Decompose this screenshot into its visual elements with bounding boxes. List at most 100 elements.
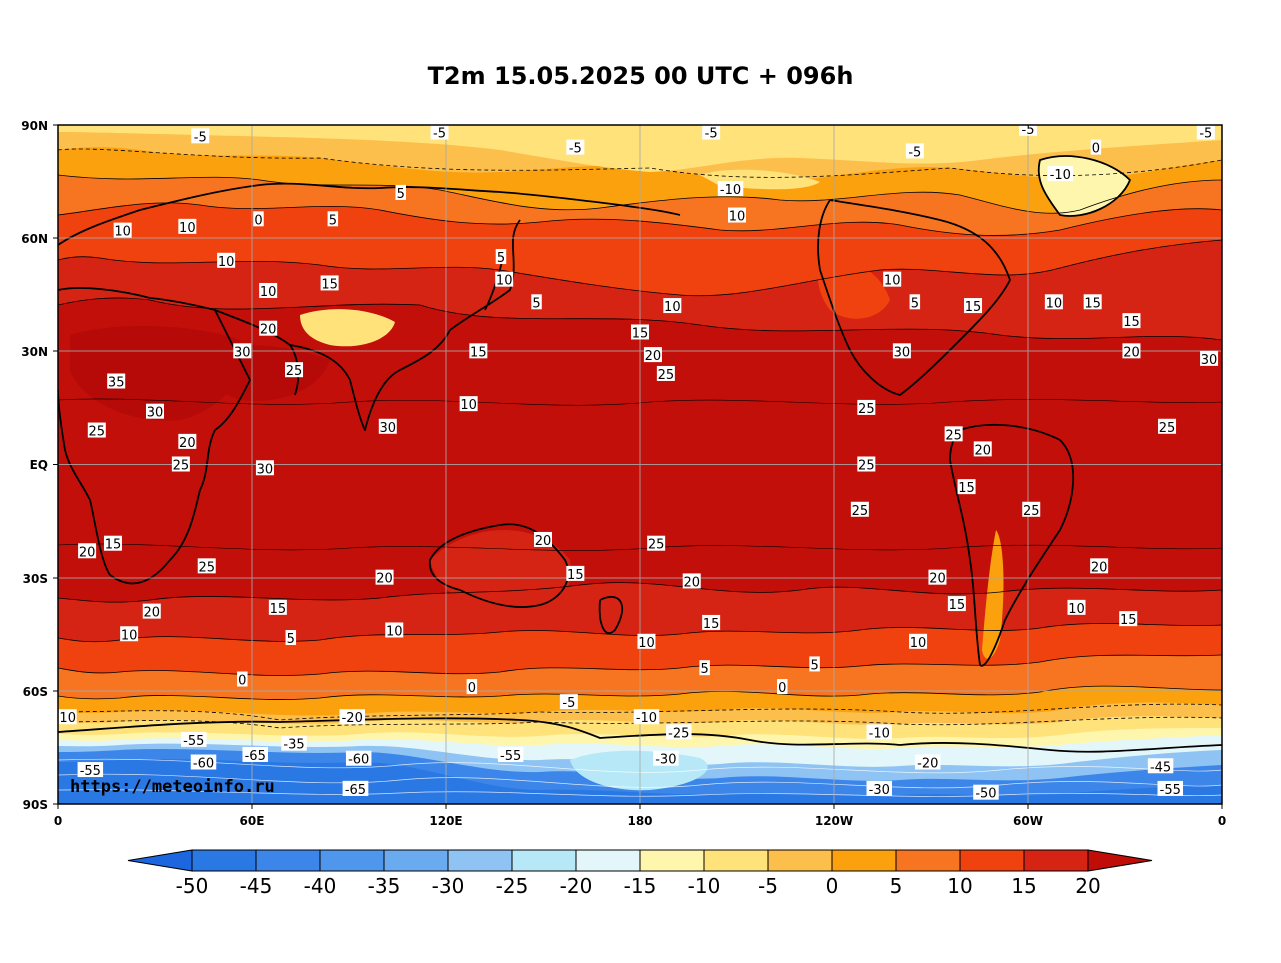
- contour-value-label: 5: [909, 294, 921, 311]
- contour-value-label: -60: [345, 750, 372, 768]
- watermark: https://meteoinfo.ru: [70, 777, 275, 797]
- colorbar-segment: [447, 849, 513, 872]
- contour-value-label: 0: [253, 211, 264, 228]
- svg-text:-5: -5: [1199, 127, 1212, 142]
- svg-text:-30: -30: [655, 753, 676, 768]
- contour-value-label: -10: [717, 181, 744, 198]
- svg-text:25: 25: [852, 504, 869, 519]
- svg-text:-5: -5: [194, 130, 207, 145]
- svg-text:0: 0: [238, 674, 246, 689]
- contour-value-label: -35: [281, 735, 307, 753]
- svg-text:0: 0: [778, 681, 786, 696]
- contour-value-label: 10: [217, 252, 236, 270]
- svg-text:0: 0: [254, 213, 262, 228]
- svg-text:30: 30: [380, 421, 397, 436]
- coast-south-america: [949, 423, 1075, 667]
- contour-value-label: 5: [285, 630, 297, 647]
- colorbar-tick-label: -5: [758, 874, 778, 898]
- contour-value-label: 0: [1090, 139, 1102, 157]
- contour-value-label: 10: [883, 271, 902, 289]
- colorbar-segment: [703, 849, 769, 872]
- svg-text:15: 15: [567, 568, 584, 583]
- svg-text:15: 15: [270, 602, 287, 617]
- svg-text:5: 5: [287, 632, 295, 647]
- svg-text:-65: -65: [345, 783, 366, 798]
- contour-value-label: 20: [142, 603, 161, 621]
- contour-value-label: -5: [191, 128, 210, 145]
- contour-value-label: 10: [1044, 294, 1063, 311]
- svg-text:-5: -5: [562, 696, 575, 711]
- contour-value-label: -25: [666, 724, 692, 741]
- colorbar-segment: [255, 849, 321, 872]
- contour-value-label: 25: [850, 501, 869, 519]
- svg-text:25: 25: [648, 538, 665, 553]
- contour-value-label: 20: [1122, 343, 1141, 360]
- y-tick-label: 30S: [23, 572, 48, 586]
- colorbar-segment: [383, 849, 449, 872]
- colorbar-tick-label: 10: [947, 874, 972, 898]
- contour-value-label: 0: [466, 679, 478, 696]
- contour-value-label: 15: [1083, 294, 1102, 311]
- contour-value-label: 20: [682, 573, 701, 590]
- contour-value-label: -50: [973, 784, 999, 802]
- svg-text:30: 30: [894, 345, 911, 360]
- colorbar-tick-label: -15: [624, 874, 657, 898]
- contour-value-label: 15: [103, 535, 122, 553]
- contour-value-label: -5: [566, 139, 585, 157]
- svg-text:30: 30: [1201, 353, 1218, 368]
- contour-value-label: 15: [1119, 611, 1138, 628]
- svg-text:10: 10: [460, 398, 477, 413]
- y-tick-label: 90N: [21, 119, 48, 133]
- contour-value-label: 20: [178, 433, 197, 451]
- contour-value-label: 10: [728, 207, 746, 225]
- svg-text:-50: -50: [975, 787, 996, 802]
- contour-value-label: 10: [459, 396, 478, 413]
- colorbar-segment: [575, 849, 641, 872]
- svg-text:-5: -5: [433, 127, 446, 142]
- contour-value-label: 25: [944, 426, 963, 443]
- contour-value-label: -5: [1019, 125, 1037, 138]
- y-tick-label: 90S: [23, 798, 48, 812]
- svg-text:20: 20: [79, 545, 96, 560]
- contour-value-label: 30: [146, 403, 164, 421]
- svg-text:5: 5: [810, 658, 818, 673]
- contour-labels: -5-505-5-5-5-5-5-10-10101015202530353025…: [58, 125, 1219, 802]
- svg-text:10: 10: [179, 221, 196, 236]
- contour-value-label: -10: [1047, 166, 1074, 183]
- x-tick-label: 60E: [240, 814, 265, 828]
- svg-text:20: 20: [1123, 345, 1140, 360]
- contour-value-label: 5: [395, 184, 406, 202]
- svg-text:20: 20: [260, 323, 277, 338]
- contour-value-label: 10: [178, 218, 197, 236]
- svg-text:10: 10: [1068, 602, 1085, 617]
- svg-text:-5: -5: [908, 145, 921, 160]
- colorbar-segment: [639, 849, 705, 872]
- colorbar-under-arrow: [127, 849, 193, 872]
- svg-text:10: 10: [496, 274, 513, 289]
- colorbar-tick-label: 5: [890, 874, 903, 898]
- contour-value-label: -45: [1147, 758, 1174, 775]
- colorbar-segment: [895, 849, 961, 872]
- svg-text:15: 15: [949, 598, 966, 613]
- contour-value-label: 20: [259, 320, 278, 338]
- svg-text:20: 20: [535, 534, 552, 549]
- colorbar-segment: [767, 849, 833, 872]
- svg-text:20: 20: [143, 606, 160, 621]
- colorbar-segment: [511, 849, 577, 872]
- colorbar-segment: [1023, 849, 1089, 872]
- contour-value-label: -5: [905, 143, 924, 160]
- contour-value-label: 15: [631, 324, 649, 341]
- svg-text:10: 10: [910, 636, 927, 651]
- contour-value-label: 20: [643, 347, 662, 364]
- svg-text:35: 35: [108, 376, 125, 391]
- contour-value-label: 20: [1090, 558, 1109, 575]
- svg-text:25: 25: [173, 459, 190, 474]
- svg-text:-10: -10: [720, 183, 741, 198]
- svg-text:-5: -5: [705, 127, 718, 142]
- svg-text:10: 10: [386, 624, 403, 639]
- svg-text:-30: -30: [869, 783, 890, 798]
- x-tick-label: 120E: [429, 814, 462, 828]
- coast-europe-asia-north: [58, 182, 681, 246]
- contour-value-label: 25: [656, 365, 675, 383]
